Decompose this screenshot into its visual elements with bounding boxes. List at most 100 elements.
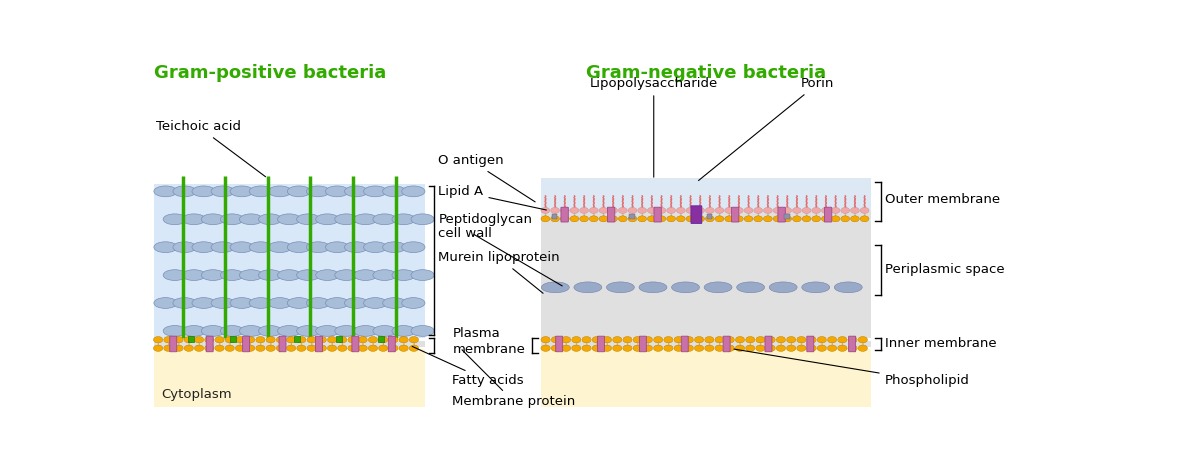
FancyBboxPatch shape — [607, 207, 614, 222]
Ellipse shape — [383, 186, 406, 197]
FancyBboxPatch shape — [242, 336, 250, 352]
Text: membrane: membrane — [452, 343, 526, 356]
Ellipse shape — [392, 325, 415, 336]
Ellipse shape — [182, 270, 205, 280]
Ellipse shape — [766, 345, 775, 351]
Ellipse shape — [240, 325, 263, 336]
Ellipse shape — [182, 325, 205, 336]
Ellipse shape — [599, 207, 608, 213]
Ellipse shape — [402, 186, 425, 197]
Ellipse shape — [756, 345, 766, 351]
Ellipse shape — [215, 337, 224, 343]
Ellipse shape — [316, 270, 338, 280]
Bar — [378, 336, 384, 342]
Ellipse shape — [667, 207, 676, 213]
Ellipse shape — [392, 214, 415, 225]
FancyBboxPatch shape — [206, 336, 214, 352]
Ellipse shape — [773, 216, 782, 222]
Ellipse shape — [551, 345, 560, 351]
Ellipse shape — [269, 298, 292, 308]
Ellipse shape — [335, 325, 358, 336]
Ellipse shape — [582, 345, 592, 351]
Ellipse shape — [364, 298, 386, 308]
Ellipse shape — [706, 207, 714, 213]
Ellipse shape — [643, 337, 653, 343]
Ellipse shape — [154, 242, 178, 253]
Ellipse shape — [184, 345, 193, 351]
Ellipse shape — [602, 337, 612, 343]
Ellipse shape — [277, 214, 301, 225]
Bar — [230, 336, 235, 342]
Ellipse shape — [266, 345, 275, 351]
Ellipse shape — [786, 337, 796, 343]
Ellipse shape — [368, 337, 378, 343]
Ellipse shape — [817, 345, 827, 351]
Ellipse shape — [296, 337, 306, 343]
Ellipse shape — [182, 214, 205, 225]
Ellipse shape — [704, 337, 714, 343]
FancyBboxPatch shape — [556, 336, 563, 352]
Ellipse shape — [163, 214, 186, 225]
Ellipse shape — [677, 207, 685, 213]
Ellipse shape — [184, 337, 193, 343]
Ellipse shape — [792, 207, 802, 213]
Ellipse shape — [551, 207, 559, 213]
Ellipse shape — [797, 345, 806, 351]
Ellipse shape — [192, 298, 215, 308]
Ellipse shape — [412, 214, 434, 225]
Ellipse shape — [296, 325, 320, 336]
Ellipse shape — [398, 345, 408, 351]
Ellipse shape — [551, 337, 560, 343]
Ellipse shape — [560, 207, 569, 213]
Ellipse shape — [802, 207, 811, 213]
Bar — [188, 336, 193, 342]
Ellipse shape — [686, 216, 695, 222]
Ellipse shape — [647, 207, 656, 213]
Ellipse shape — [715, 216, 724, 222]
Ellipse shape — [618, 207, 628, 213]
Ellipse shape — [628, 216, 637, 222]
FancyBboxPatch shape — [691, 206, 702, 223]
Ellipse shape — [383, 242, 406, 253]
Ellipse shape — [606, 282, 635, 293]
Ellipse shape — [358, 337, 367, 343]
Text: Gram-negative bacteria: Gram-negative bacteria — [586, 64, 826, 82]
Ellipse shape — [348, 337, 358, 343]
Ellipse shape — [154, 298, 178, 308]
Ellipse shape — [696, 207, 704, 213]
Ellipse shape — [560, 216, 569, 222]
Ellipse shape — [623, 345, 632, 351]
Ellipse shape — [211, 186, 234, 197]
Ellipse shape — [211, 242, 234, 253]
Ellipse shape — [736, 345, 745, 351]
Ellipse shape — [276, 345, 286, 351]
Ellipse shape — [674, 345, 683, 351]
Ellipse shape — [163, 270, 186, 280]
Ellipse shape — [307, 337, 317, 343]
Ellipse shape — [296, 270, 320, 280]
Text: Membrane protein: Membrane protein — [452, 350, 576, 408]
Ellipse shape — [344, 298, 367, 308]
Ellipse shape — [634, 337, 642, 343]
Ellipse shape — [674, 337, 683, 343]
Ellipse shape — [373, 270, 396, 280]
Ellipse shape — [250, 298, 272, 308]
Text: Lipopolysaccharide: Lipopolysaccharide — [589, 77, 718, 177]
Ellipse shape — [235, 337, 245, 343]
Ellipse shape — [378, 345, 388, 351]
Ellipse shape — [258, 214, 282, 225]
Ellipse shape — [402, 298, 425, 308]
Ellipse shape — [368, 345, 378, 351]
Ellipse shape — [715, 207, 724, 213]
Ellipse shape — [684, 337, 694, 343]
Ellipse shape — [328, 337, 337, 343]
Ellipse shape — [325, 186, 349, 197]
Ellipse shape — [574, 282, 602, 293]
Ellipse shape — [202, 214, 224, 225]
Ellipse shape — [802, 282, 829, 293]
Text: Lipid A: Lipid A — [438, 185, 546, 210]
Ellipse shape — [344, 242, 367, 253]
Bar — [541, 341, 871, 347]
Ellipse shape — [848, 337, 857, 343]
Ellipse shape — [173, 298, 196, 308]
